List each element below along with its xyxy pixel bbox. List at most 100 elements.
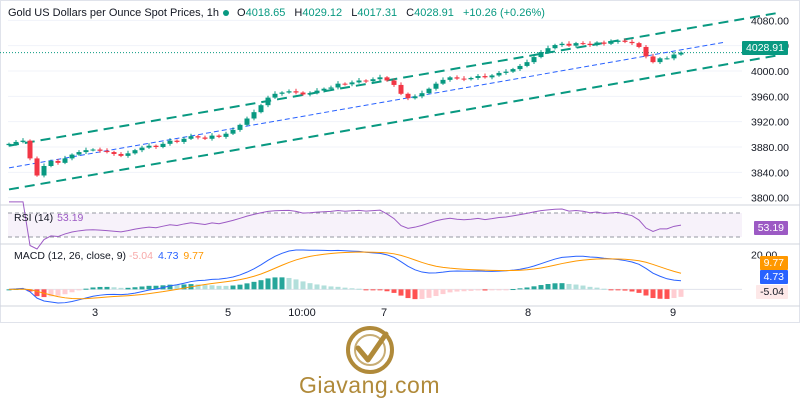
candle-body [566, 43, 572, 46]
candle-body [405, 93, 411, 99]
macd-hist-bar [328, 286, 334, 290]
macd-hist-bar [678, 289, 684, 297]
rsi-legend[interactable]: RSI (14) 53.19 [14, 212, 83, 224]
macd-hist-bar [405, 289, 411, 299]
candle-body [48, 160, 54, 166]
macd-hist-bar [629, 289, 635, 292]
macd-hist-bar [566, 283, 572, 290]
candle-body [181, 138, 187, 142]
candle-body [328, 87, 334, 89]
macd-legend[interactable]: MACD (12, 26, close, 9) -5.04 4.73 9.77 [14, 250, 204, 262]
macd-hist-bar [223, 285, 229, 290]
price-tag: 4028.91 [742, 41, 788, 55]
candle-body [489, 75, 495, 78]
macd-hist-bar [83, 288, 89, 290]
candle-body [552, 45, 558, 49]
macd-hist-bar [524, 287, 530, 290]
candle-body [167, 140, 173, 144]
candle-body [279, 92, 285, 94]
macd-hist-bar [496, 289, 502, 291]
macd-hist-bar [139, 286, 145, 290]
candle-body [587, 43, 593, 46]
macd-hist-bar [440, 289, 446, 295]
candle-body [160, 143, 166, 147]
candle-body [650, 56, 656, 63]
candle-body [377, 77, 383, 80]
candle-body [230, 129, 236, 134]
candle-body [538, 52, 544, 58]
candle-body [41, 166, 47, 176]
candle-body [475, 76, 481, 78]
chart-header: Gold US Dollars per Ounce Spot Prices, 1… [8, 7, 545, 19]
candle-body [370, 79, 376, 82]
market-status-dot [222, 9, 229, 16]
candle-body [209, 135, 215, 139]
chart-frame [0, 0, 800, 323]
candle-body [398, 84, 404, 94]
candle-body [384, 77, 390, 81]
macd-hist-bar [237, 284, 243, 290]
high-label: H [294, 7, 303, 19]
candle-body [244, 118, 250, 125]
macd-hist-bar [48, 289, 54, 297]
rsi-line [9, 201, 682, 250]
macd-hist-bar [391, 289, 397, 293]
macd-hist-bar [195, 284, 201, 290]
macd-hist-bar [615, 289, 621, 291]
macd-hist-bar [272, 277, 278, 290]
macd-hist-bar [265, 278, 271, 290]
macd-label: MACD (12, 26, close, 9) [14, 250, 127, 262]
candle-body [391, 80, 397, 85]
low-label: L [351, 7, 358, 19]
candle-body [447, 77, 453, 80]
close-label: C [406, 7, 415, 19]
symbol-title: Gold US Dollars per Ounce Spot Prices [8, 7, 201, 19]
candle-body [412, 96, 418, 99]
macd-hist-bar [650, 289, 656, 299]
logo-wordmark: Giavang.com [299, 372, 441, 398]
candle-body [132, 150, 138, 154]
candle-body [440, 79, 446, 84]
change-value: +10.26 (+0.26%) [462, 7, 545, 19]
candle-body [349, 82, 355, 85]
candle-body [580, 43, 586, 45]
candle-body [426, 88, 432, 94]
candle-body [321, 88, 327, 91]
candle-body [76, 152, 82, 155]
candle-body [671, 54, 677, 59]
candle-body [69, 154, 75, 159]
candle-body [216, 135, 222, 137]
macd-hist-bar [580, 285, 586, 290]
candle-body [272, 93, 278, 98]
candle-body [153, 145, 159, 147]
candle-body [531, 57, 537, 63]
macd-hist-bar [559, 283, 565, 290]
open-label: O [237, 7, 246, 19]
macd-signal-value: 9.77 [183, 250, 204, 262]
macd-hist-bar [370, 289, 376, 291]
macd-hist-bar [209, 285, 215, 290]
macd-hist-bar [314, 284, 320, 290]
macd-hist-bar [230, 285, 236, 290]
candle-body [510, 69, 516, 72]
x-tick-label: 5 [225, 307, 231, 319]
candle-body [237, 124, 243, 130]
macd-hist-value: -5.04 [129, 250, 153, 262]
interval-label[interactable]: 1h [206, 7, 219, 19]
channel-mid-line [8, 42, 724, 169]
macd-hist-bar [594, 287, 600, 290]
candle-body [664, 58, 670, 60]
macd-hist-bar [398, 289, 404, 296]
macd-signal-tag: 9.77 [759, 256, 788, 270]
x-tick-label: 10:00 [288, 307, 316, 319]
candle-body [468, 77, 474, 80]
candle-body [293, 91, 299, 93]
candle-body [517, 65, 523, 70]
candle-body [188, 136, 194, 139]
candle-body [342, 83, 348, 85]
candle-body [258, 105, 264, 113]
macd-hist-bar [587, 286, 593, 290]
candle-body [573, 43, 579, 46]
candle-body [118, 153, 124, 156]
